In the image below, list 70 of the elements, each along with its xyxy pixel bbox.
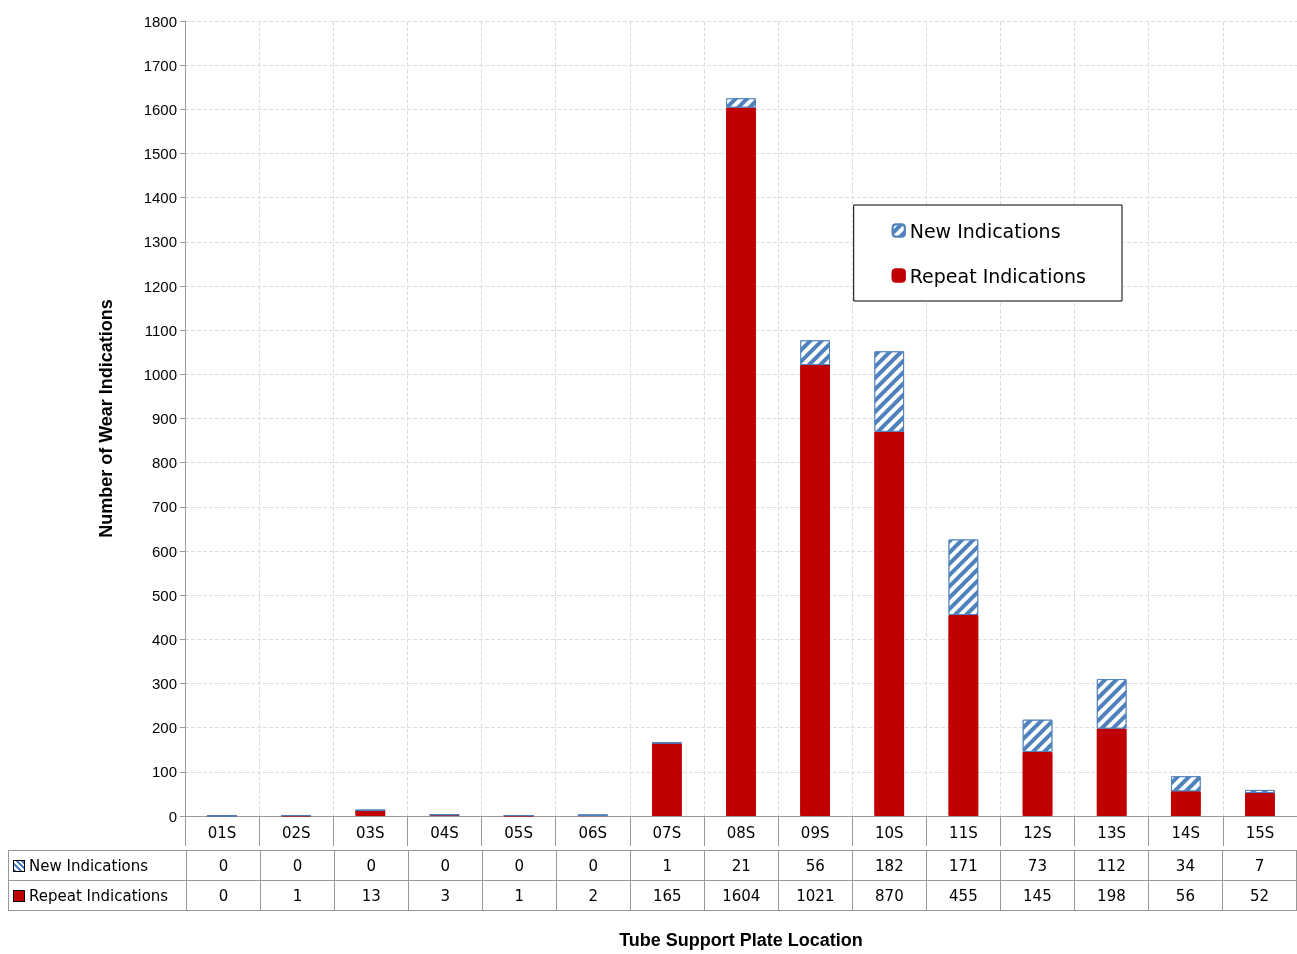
data-label: 0 xyxy=(482,850,557,881)
data-label: 1021 xyxy=(778,880,853,911)
x-tick-label: 09S xyxy=(800,823,830,842)
x-tick-label: 03S xyxy=(356,823,385,842)
x-axis-title: Tube Support Plate Location xyxy=(619,930,863,950)
x-tick-label: 06S xyxy=(578,823,608,842)
y-tick-label: 400 xyxy=(151,630,177,648)
y-tick-label: 1100 xyxy=(144,321,177,339)
y-tick-label: 300 xyxy=(151,675,177,692)
x-tick-label: 05S xyxy=(504,823,533,842)
x-tick-label: 14S xyxy=(1171,823,1201,842)
data-label: 7 xyxy=(1222,850,1297,881)
text: New Indications xyxy=(29,856,149,875)
y-tick-label: 1400 xyxy=(143,189,177,207)
data-label: 52 xyxy=(1222,880,1297,911)
x-tick-label: 08S xyxy=(726,823,756,842)
x-tick-label: 13S xyxy=(1097,823,1126,842)
x-tick-label: 07S xyxy=(652,823,682,842)
data-label: 171 xyxy=(926,850,1001,881)
y-tick-label: 100 xyxy=(151,763,177,781)
data-label: 1 xyxy=(260,880,335,911)
data-label: 0 xyxy=(186,880,261,911)
y-tick-label: 200 xyxy=(151,719,177,737)
y-tick-label: 1000 xyxy=(143,365,177,383)
data-label: 0 xyxy=(334,850,409,881)
y-tick-label: 1800 xyxy=(143,12,177,30)
y-tick-label: 1600 xyxy=(143,100,177,118)
data-label: 182 xyxy=(852,850,927,881)
data-label: 1 xyxy=(482,880,557,911)
data-label: 455 xyxy=(926,880,1001,911)
data-label: 0 xyxy=(260,850,335,881)
x-tick-label: 12S xyxy=(1023,823,1052,842)
data-label: 1604 xyxy=(704,880,779,911)
y-tick-label: 500 xyxy=(151,586,177,604)
legend-label: New Indications xyxy=(909,219,1061,242)
text: Repeat Indications xyxy=(29,886,169,905)
data-label: 0 xyxy=(408,850,483,881)
data-label: 56 xyxy=(778,850,853,881)
y-tick-label: 1200 xyxy=(143,277,177,295)
y-tick-label: 900 xyxy=(151,410,177,427)
data-label: 73 xyxy=(1000,850,1075,881)
x-tick-label: 02S xyxy=(281,823,311,842)
data-label: 2 xyxy=(556,880,631,911)
data-label: 21 xyxy=(704,850,779,881)
data-label: 56 xyxy=(1148,880,1223,911)
x-tick-label: 15S xyxy=(1245,823,1275,842)
y-axis-title: Number of Wear Indications xyxy=(96,299,116,538)
data-label: 13 xyxy=(334,880,409,911)
data-label: 198 xyxy=(1074,880,1149,911)
y-tick-label: 700 xyxy=(151,498,177,516)
legend-label: Repeat Indications xyxy=(909,264,1087,287)
data-label: 3 xyxy=(408,880,483,911)
x-tick-label: 11S xyxy=(949,823,978,842)
data-label: 0 xyxy=(556,850,631,881)
data-label: 165 xyxy=(630,880,705,911)
y-tick-label: 1300 xyxy=(143,233,177,251)
data-label: 1 xyxy=(630,850,705,881)
data-label: 0 xyxy=(186,850,261,881)
y-tick-label: 800 xyxy=(151,454,177,472)
y-tick-label: 600 xyxy=(151,542,177,560)
data-label: 870 xyxy=(852,880,927,911)
y-tick-label: 0 xyxy=(168,807,177,825)
x-tick-label: 01S xyxy=(207,823,237,842)
x-tick-label: 04S xyxy=(430,823,459,842)
data-label: 145 xyxy=(1000,880,1075,911)
y-tick-label: 1700 xyxy=(143,56,177,74)
y-tick-label: 1500 xyxy=(143,145,177,162)
data-label: 112 xyxy=(1074,850,1149,881)
data-label: 34 xyxy=(1148,850,1223,881)
x-tick-label: 10S xyxy=(874,823,904,842)
